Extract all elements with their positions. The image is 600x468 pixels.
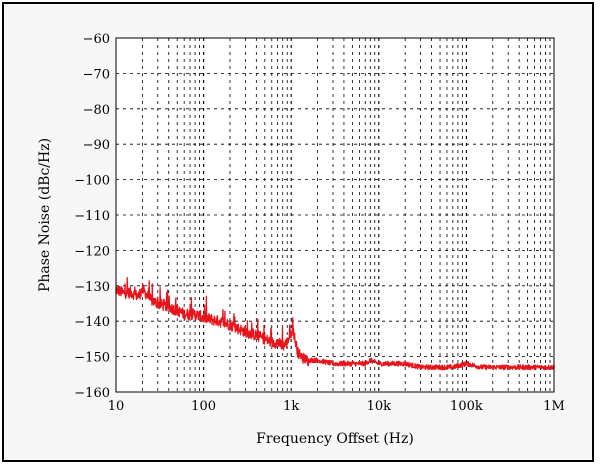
data-point xyxy=(481,366,483,369)
data-point xyxy=(439,366,441,369)
data-point xyxy=(404,362,406,365)
x-tick-label: 1k xyxy=(283,399,299,414)
data-point xyxy=(300,355,302,358)
data-point xyxy=(255,334,258,337)
data-point xyxy=(378,362,380,365)
y-tick-label: −110 xyxy=(74,209,110,224)
y-tick-label: −80 xyxy=(83,103,110,118)
data-point xyxy=(364,362,367,365)
data-point xyxy=(281,345,284,347)
data-point xyxy=(150,299,152,301)
data-point xyxy=(218,320,220,323)
data-point xyxy=(229,323,231,326)
data-point xyxy=(526,366,529,369)
data-point xyxy=(491,366,494,369)
data-point xyxy=(297,352,299,354)
data-point xyxy=(294,338,296,340)
x-tick-label: 10k xyxy=(367,399,392,414)
data-point xyxy=(141,288,144,291)
data-point xyxy=(286,341,288,344)
y-tick-labels: −60 −70 −80 −90 −100 −110 −120 −130 −140 −150 −160 xyxy=(74,32,110,401)
data-point xyxy=(183,313,185,315)
data-point xyxy=(167,306,170,308)
chart-frame: −60 −70 −80 −90 −100 −110 −120 −130 −140 −150 −160… xyxy=(2,2,594,462)
y-tick-label: −60 xyxy=(83,32,110,47)
x-tick-label: 10 xyxy=(108,399,125,414)
x-axis-label: Frequency Offset (Hz) xyxy=(256,431,414,447)
x-tick-label: 1M xyxy=(543,399,565,414)
data-point xyxy=(290,331,293,333)
data-point xyxy=(176,309,179,312)
data-point xyxy=(507,366,509,369)
phase-noise-chart: −60 −70 −80 −90 −100 −110 −120 −130 −140 −150 −160… xyxy=(37,32,565,447)
y-tick-label: −90 xyxy=(83,138,110,153)
series-layer xyxy=(115,277,555,371)
data-point xyxy=(194,313,196,315)
data-point xyxy=(430,366,433,369)
data-point xyxy=(305,359,308,361)
data-point xyxy=(465,362,468,365)
plot-border xyxy=(115,37,555,393)
y-tick-label: −100 xyxy=(74,174,110,189)
series-trace xyxy=(115,277,555,371)
data-point xyxy=(276,341,279,344)
data-point xyxy=(137,295,140,298)
data-point xyxy=(351,362,354,365)
data-point xyxy=(202,316,205,319)
y-tick-label: −120 xyxy=(74,244,110,259)
data-point xyxy=(270,341,273,344)
data-point xyxy=(332,362,334,365)
data-point xyxy=(452,366,454,369)
x-tick-label: 100k xyxy=(450,399,483,414)
data-point xyxy=(130,292,133,294)
y-tick-label: −150 xyxy=(74,351,110,366)
x-tick-label: 100 xyxy=(191,399,216,414)
y-tick-label: −160 xyxy=(74,386,110,401)
y-tick-label: −70 xyxy=(83,67,110,82)
data-point xyxy=(369,359,372,361)
data-point xyxy=(316,359,319,361)
y-tick-label: −130 xyxy=(74,280,110,295)
data-point xyxy=(292,327,294,330)
data-point xyxy=(539,366,542,369)
y-axis-label: Phase Noise (dBc/Hz) xyxy=(37,138,53,292)
data-point xyxy=(122,292,124,294)
data-point xyxy=(156,302,159,305)
x-tick-labels: 10 100 1k 10k 100k 1M xyxy=(108,399,565,414)
data-point xyxy=(244,331,247,333)
y-tick-label: −140 xyxy=(74,315,110,330)
data-point xyxy=(419,366,422,369)
data-point xyxy=(264,338,266,340)
data-point xyxy=(393,362,396,365)
